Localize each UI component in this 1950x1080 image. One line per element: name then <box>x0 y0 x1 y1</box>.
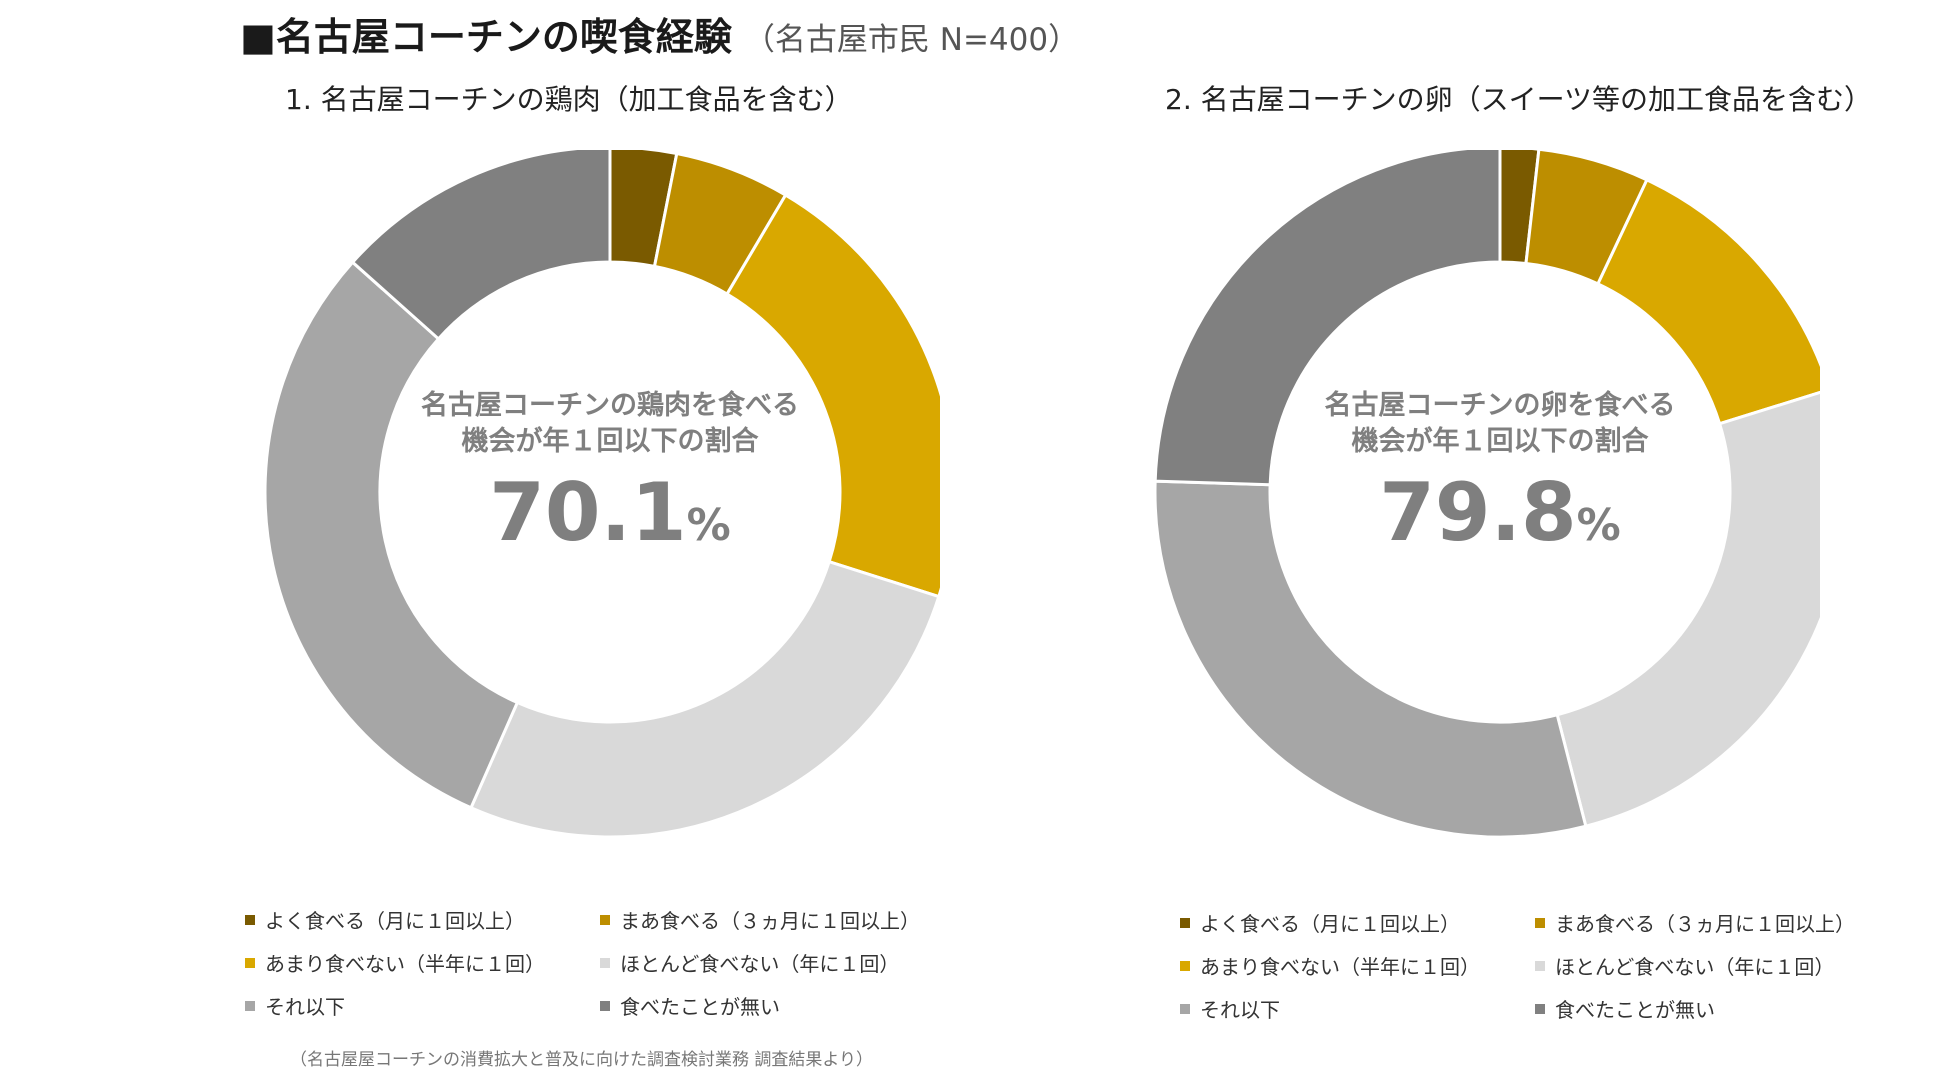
chart-title-egg: 2. 名古屋コーチンの卵（スイーツ等の加工食品を含む） <box>1165 83 1873 116</box>
legend-item: それ以下 <box>1180 994 1535 1023</box>
legend-item: 食べたことが無い <box>600 991 965 1020</box>
legend-item: 食べたことが無い <box>1535 994 1900 1023</box>
legend-swatch <box>245 914 255 925</box>
legend-swatch <box>245 1000 255 1011</box>
legend-swatch <box>245 957 255 968</box>
donut-slice <box>1595 177 1820 426</box>
legend-label: ほとんど食べない（年に１回） <box>620 952 900 976</box>
chart-title-chicken: 1. 名古屋コーチンの鶏肉（加工食品を含む） <box>285 83 853 116</box>
legend-item: まあ食べる（３ヵ月に１回以上） <box>600 905 965 934</box>
page-title: ■名古屋コーチンの喫食経験 （名古屋市民 N=400） <box>240 6 1079 61</box>
legend-item: よく食べる（月に１回以上） <box>245 905 600 934</box>
legend-swatch <box>1535 960 1545 971</box>
subtitle: （名古屋市民 N=400） <box>743 22 1080 58</box>
legend-swatch <box>1535 1003 1545 1014</box>
legend-label: あまり食べない（半年に１回） <box>1200 955 1480 979</box>
legend-chicken: よく食べる（月に１回以上） まあ食べる（３ヵ月に１回以上） あまり食べない（半年に１… <box>245 905 965 1020</box>
legend-swatch <box>1180 917 1190 928</box>
legend-swatch <box>1180 960 1190 971</box>
legend-label: 食べたことが無い <box>1555 998 1715 1022</box>
legend-label: まあ食べる（３ヵ月に１回以上） <box>1555 912 1855 936</box>
center-label-line1: 名古屋コーチンの卵を食べる <box>1325 389 1676 421</box>
center-label-line2: 機会が年１回以下の割合 <box>1352 425 1649 457</box>
legend-label: あまり食べない（半年に１回） <box>265 952 545 976</box>
donut-slice <box>1555 390 1820 828</box>
legend-item: よく食べる（月に１回以上） <box>1180 908 1535 937</box>
legend-item: あまり食べない（半年に１回） <box>1180 951 1535 980</box>
donut-slice <box>350 150 612 341</box>
legend-item: あまり食べない（半年に１回） <box>245 948 600 977</box>
legend-swatch <box>600 957 610 968</box>
legend-item: それ以下 <box>245 991 600 1020</box>
legend-label: まあ食べる（３ヵ月に１回以上） <box>620 909 920 933</box>
legend-item: ほとんど食べない（年に１回） <box>1535 951 1900 980</box>
source-note: （名古屋屋コーチンの消費拡大と普及に向けた調査検討業務 調査結果より） <box>290 1050 874 1070</box>
legend-egg: よく食べる（月に１回以上） まあ食べる（３ヵ月に１回以上） あまり食べない（半年に１… <box>1180 908 1900 1023</box>
legend-label: よく食べる（月に１回以上） <box>1200 912 1460 936</box>
donut-slice <box>263 260 520 810</box>
donut-slice <box>725 192 940 599</box>
center-value: 79.8% <box>1379 466 1620 559</box>
legend-item: ほとんど食べない（年に１回） <box>600 948 965 977</box>
legend-item: まあ食べる（３ヵ月に１回以上） <box>1535 908 1900 937</box>
donut-slice <box>469 559 940 839</box>
center-label-line2: 機会が年１回以下の割合 <box>462 425 759 457</box>
legend-label: それ以下 <box>265 995 345 1019</box>
legend-label: ほとんど食べない（年に１回） <box>1555 955 1835 979</box>
legend-label: それ以下 <box>1200 998 1280 1022</box>
main-title: ■名古屋コーチンの喫食経験 <box>240 15 732 59</box>
legend-label: 食べたことが無い <box>620 995 780 1019</box>
legend-swatch <box>600 914 610 925</box>
legend-swatch <box>1180 1003 1190 1014</box>
center-value: 70.1% <box>489 466 730 559</box>
chart-panel-egg: 2. 名古屋コーチンの卵（スイーツ等の加工食品を含む） 名古屋コーチンの卵を食べ… <box>1120 70 1880 1070</box>
center-label-line1: 名古屋コーチンの鶏肉を食べる <box>421 389 799 421</box>
donut-slice <box>1153 479 1588 839</box>
chart-panel-chicken: 1. 名古屋コーチンの鶏肉（加工食品を含む） 名古屋コーチンの鶏肉を食べる 機会が… <box>240 70 1000 1070</box>
legend-label: よく食べる（月に１回以上） <box>265 909 525 933</box>
legend-swatch <box>600 1000 610 1011</box>
donut-slice <box>1153 150 1502 487</box>
legend-swatch <box>1535 917 1545 928</box>
